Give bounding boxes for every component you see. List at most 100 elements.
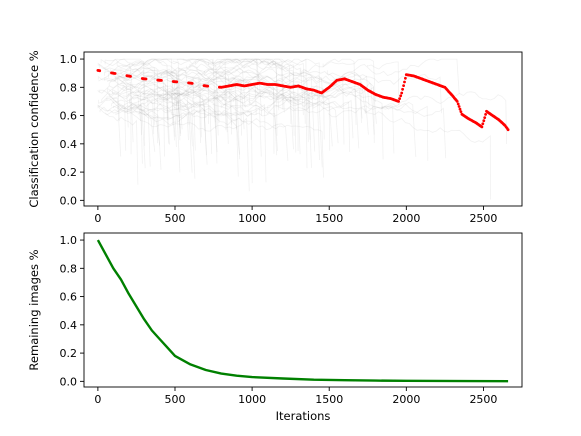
confidence-point [506, 128, 510, 132]
bottom-axes-frame [83, 232, 523, 388]
background-trace [104, 77, 239, 177]
y-tick-label: 0.0 [60, 194, 78, 207]
background-trace [326, 70, 345, 145]
background-trace [150, 69, 375, 135]
background-trace [117, 104, 189, 141]
background-trace [312, 88, 363, 119]
background-trace [322, 58, 357, 126]
confidence-panel: 0 500 1000 1500 2000 2500 0.0 0.2 0.4 0.6 0.8 1.0 Cl… [27, 50, 523, 225]
confidence-point [484, 113, 487, 116]
confidence-point [397, 100, 400, 103]
top-y-axis-label: Classification confidence % [27, 50, 41, 207]
confidence-point [456, 102, 460, 106]
background-trace [142, 73, 196, 151]
background-trace [120, 79, 177, 148]
background-trace [304, 88, 384, 160]
background-trace [299, 58, 376, 103]
x-tick-label: 1000 [238, 212, 266, 225]
y-tick-label: 0.4 [60, 319, 78, 332]
background-trace [343, 71, 370, 107]
background-trace [115, 109, 289, 161]
background-trace [170, 111, 193, 147]
background-trace [104, 67, 156, 126]
x-tick-label: 1500 [315, 393, 343, 406]
background-trace [172, 58, 246, 108]
background-trace [233, 98, 267, 183]
background-trace [138, 83, 218, 164]
background-trace [212, 96, 228, 133]
background-trace [98, 97, 324, 178]
background-trace [115, 71, 177, 107]
background-trace [186, 58, 227, 131]
confidence-point [404, 76, 407, 80]
confidence-point [175, 80, 179, 84]
background-trace [154, 111, 253, 184]
y-tick-label: 0.2 [60, 166, 78, 179]
background-trace [122, 87, 181, 128]
background-trace [170, 88, 190, 125]
remaining-images-line [96, 239, 509, 383]
background-trace [182, 58, 280, 111]
background-trace [281, 94, 339, 144]
background-trace [104, 67, 146, 147]
background-trace [136, 91, 207, 119]
x-tick-label: 1000 [238, 393, 266, 406]
confidence-point [206, 84, 210, 88]
background-trace [106, 92, 181, 173]
background-trace [381, 102, 447, 159]
background-trace [107, 85, 132, 155]
background-trace [112, 70, 181, 141]
background-trace [208, 58, 285, 113]
background-trace [135, 90, 182, 134]
background-trace [172, 102, 208, 165]
background-trace [257, 63, 284, 110]
background-trace [192, 97, 207, 156]
background-trace [277, 63, 304, 116]
background-trace [367, 61, 400, 106]
confidence-point [144, 77, 148, 81]
confidence-point [481, 122, 485, 126]
background-trace [231, 76, 417, 157]
background-trace [149, 95, 309, 143]
background-trace [129, 90, 183, 130]
confidence-point [480, 125, 484, 129]
confidence-point [483, 116, 487, 119]
background-trace [212, 100, 278, 152]
background-trace [143, 84, 320, 161]
background-trace [176, 89, 232, 135]
background-trace [274, 93, 301, 155]
x-tick-label: 1500 [315, 212, 343, 225]
background-trace [113, 105, 161, 146]
background-trace [100, 58, 181, 104]
background-trace [137, 107, 175, 141]
confidence-point [402, 84, 405, 87]
confidence-point [190, 82, 194, 85]
background-trace [108, 58, 169, 121]
background-trace [194, 58, 306, 124]
background-trace [314, 83, 369, 135]
background-trace [260, 60, 278, 136]
background-trace [211, 110, 250, 192]
y-tick-label: 0.0 [60, 375, 78, 388]
background-trace [139, 96, 151, 167]
background-trace [108, 59, 263, 116]
background-trace [382, 91, 507, 145]
background-trace [163, 74, 229, 144]
background-trace [98, 63, 316, 152]
background-trace [97, 89, 142, 135]
background-trace [167, 105, 240, 155]
background-trace [291, 91, 323, 168]
background-trace [159, 92, 218, 153]
background-trace [190, 76, 245, 130]
background-trace [98, 89, 141, 122]
background-trace [220, 91, 308, 169]
background-traces [97, 58, 507, 200]
background-trace [163, 72, 201, 144]
background-trace [219, 58, 295, 136]
background-trace [114, 77, 134, 143]
background-trace [97, 75, 120, 121]
bottom-x-axis-label: Iterations [276, 409, 331, 423]
y-tick-label: 0.6 [60, 110, 78, 123]
background-trace [269, 86, 325, 140]
background-trace [243, 58, 307, 110]
